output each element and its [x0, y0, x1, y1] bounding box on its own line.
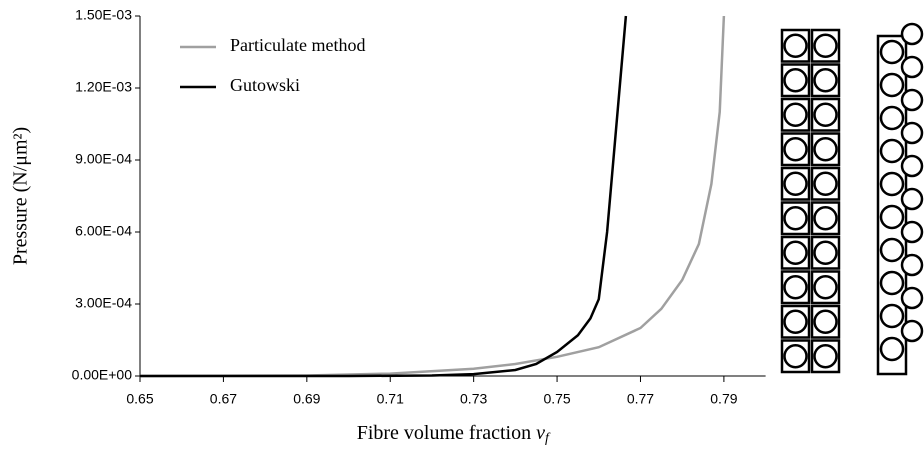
- fibre: [900, 253, 924, 277]
- fibre: [879, 270, 905, 296]
- fibre: [879, 303, 905, 329]
- line-series: [139, 15, 726, 378]
- fibre: [813, 240, 838, 265]
- fibre: [879, 171, 905, 197]
- square-cell: [780, 201, 811, 236]
- x-tick-label: 0.67: [210, 391, 237, 407]
- fibre: [900, 319, 924, 343]
- x-tick-label: 0.71: [377, 391, 404, 407]
- square-cell: [810, 235, 841, 270]
- fibre: [813, 309, 838, 334]
- legend-label: Particulate method: [230, 35, 365, 55]
- square-cell: [780, 166, 811, 201]
- fibre: [900, 286, 924, 310]
- fibre: [783, 240, 808, 265]
- fibre: [783, 171, 808, 196]
- x-tick-label: 0.65: [126, 391, 153, 407]
- y-tick-label: 1.20E-03: [75, 79, 132, 95]
- fibre: [900, 22, 924, 46]
- y-tick-label: 1.50E-03: [75, 7, 132, 23]
- square-cell: [810, 63, 841, 98]
- x-tick-label: 0.79: [710, 391, 737, 407]
- line-series: [140, 15, 628, 378]
- y-tick-label: 3.00E-04: [75, 295, 132, 311]
- square-cell: [810, 304, 841, 339]
- chart: 0.00E+00 3.00E-04 6.00E-04 9.00E-04 1.20E-03…: [10, 7, 766, 447]
- fibre: [879, 336, 905, 362]
- fibre: [783, 137, 808, 162]
- fibre: [783, 206, 808, 231]
- fibre: [900, 220, 924, 244]
- fibre: [813, 102, 838, 127]
- fibre: [783, 344, 808, 369]
- y-tick-label: 9.00E-04: [75, 151, 132, 167]
- fibre-packing-diagram: [780, 22, 924, 376]
- x-axis-symbol-subscript: f: [545, 431, 551, 446]
- y-axis-label: Pressure (N/μm²): [10, 127, 32, 265]
- fibre: [813, 68, 838, 93]
- fibre: [783, 102, 808, 127]
- fibre: [900, 55, 924, 79]
- square-cell: [810, 201, 841, 236]
- square-cell: [810, 166, 841, 201]
- square-cell: [780, 132, 811, 167]
- x-tick-label: 0.75: [543, 391, 570, 407]
- fibre: [900, 187, 924, 211]
- fibre: [813, 33, 838, 58]
- fibre: [783, 68, 808, 93]
- fibre: [879, 204, 905, 230]
- square-cell: [810, 270, 841, 305]
- y-tick-label: 6.00E-04: [75, 223, 132, 239]
- square-cell: [780, 28, 811, 63]
- fibre: [879, 237, 905, 263]
- square-cell: [810, 132, 841, 167]
- fibre: [783, 33, 808, 58]
- x-axis-label: Fibre volume fraction vf: [357, 422, 551, 447]
- square-cell: [780, 63, 811, 98]
- x-axis-symbol: v: [536, 422, 545, 444]
- fibre: [813, 275, 838, 300]
- square-cell: [780, 270, 811, 305]
- square-cell: [780, 97, 811, 132]
- square-cell: [810, 28, 841, 63]
- square-cell: [780, 339, 811, 374]
- x-tick-label: 0.69: [293, 391, 320, 407]
- fibre: [879, 72, 905, 98]
- fibre: [783, 275, 808, 300]
- fibre: [900, 154, 924, 178]
- square-cell: [780, 235, 811, 270]
- fibre: [783, 309, 808, 334]
- fibre: [900, 121, 924, 145]
- x-axis-label-text: Fibre volume fraction: [357, 422, 531, 444]
- x-tick-label: 0.77: [627, 391, 654, 407]
- square-cell: [810, 339, 841, 374]
- square-cell: [780, 304, 811, 339]
- fibre: [813, 344, 838, 369]
- fibre: [813, 206, 838, 231]
- x-tick-label: 0.73: [460, 391, 487, 407]
- fibre: [900, 88, 924, 112]
- fibre: [813, 137, 838, 162]
- legend-label: Gutowski: [230, 75, 300, 95]
- fibre: [879, 105, 905, 131]
- fibre: [879, 138, 905, 164]
- y-tick-label: 0.00E+00: [72, 367, 133, 383]
- fibre: [813, 171, 838, 196]
- fibre: [879, 39, 905, 65]
- square-cell: [810, 97, 841, 132]
